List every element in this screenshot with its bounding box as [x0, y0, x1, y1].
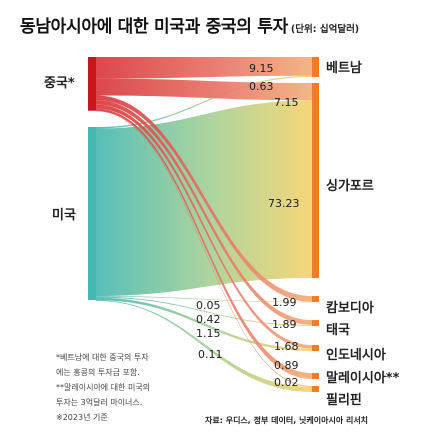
value-label-6: 1.89	[272, 318, 297, 331]
flow-china-1	[96, 78, 312, 101]
flow-china-4	[96, 104, 312, 349]
target-label-3: 태국	[326, 323, 350, 338]
source-label-usa: 미국	[52, 207, 76, 223]
footnote-line: 투자는 3억달러 마이너스.	[56, 398, 143, 407]
value-label-12: 0.11	[198, 348, 223, 361]
flow-usa-6	[96, 300, 312, 392]
node-target-5	[312, 373, 319, 379]
footnote-line: ※2023년 기준	[56, 413, 108, 422]
flow-china-6	[96, 110, 312, 387]
title-row: 동남아시아에 대한 미국과 중국의 투자 (단위: 십억달러)	[20, 12, 359, 37]
value-label-3: 73.23	[268, 197, 300, 210]
flow-links	[96, 57, 312, 392]
node-target-0	[312, 57, 319, 77]
flow-china-5	[96, 108, 312, 379]
target-label-0: 베트남	[326, 60, 362, 76]
flow-usa-4	[96, 297, 312, 351]
flow-china-0	[96, 57, 312, 79]
value-label-10: 0.89	[274, 359, 299, 372]
footnote-line: *베트남에 대한 중국의 투자	[56, 353, 149, 362]
flow-usa-3	[96, 296, 312, 326]
footnotes: *베트남에 대한 중국의 투자 에는 홍콩의 투자금 포함. **말레이시아에 …	[56, 350, 196, 425]
node-usa	[88, 127, 96, 300]
source-label-china: 중국*	[44, 76, 75, 91]
node-china	[88, 57, 96, 111]
node-target-3	[312, 320, 319, 326]
footnote-line: 에는 홍콩의 투자금 포함.	[56, 368, 140, 377]
unit-label: (단위: 십억달러)	[290, 24, 360, 35]
value-label-5: 0.05	[196, 299, 221, 312]
value-label-1: 0.63	[249, 80, 274, 93]
flow-china-3	[96, 100, 312, 325]
nodes	[88, 57, 319, 392]
chart-title: 동남아시아에 대한 미국과 중국의 투자	[20, 17, 288, 37]
source-note: 자료: 우디스, 정부 데이터, 닛케이아시아 리서치	[205, 416, 369, 425]
value-label-9: 1.15	[196, 327, 221, 340]
flow-usa-2	[96, 296, 312, 303]
value-label-0: 9.15	[249, 62, 274, 75]
value-label-2: 7.15	[274, 96, 299, 109]
node-target-6	[312, 386, 319, 392]
value-label-4: 1.99	[272, 296, 297, 309]
target-label-5: 말레이시아**	[326, 370, 400, 386]
target-label-6: 필리핀	[326, 392, 362, 408]
node-target-4	[312, 345, 319, 351]
target-label-4: 인도네시아	[326, 347, 386, 363]
target-label-1: 싱가포르	[326, 179, 374, 194]
node-target-2	[312, 296, 319, 302]
flow-usa-0	[96, 75, 312, 129]
node-target-1	[312, 83, 319, 278]
value-label-11: 0.02	[274, 376, 299, 389]
target-label-2: 캄보디아	[326, 300, 374, 316]
value-label-7: 0.42	[196, 313, 221, 326]
footnote-line: **말레이시아에 대한 미국의	[56, 383, 151, 392]
flow-china-2	[96, 95, 312, 302]
value-label-8: 1.68	[274, 340, 299, 353]
